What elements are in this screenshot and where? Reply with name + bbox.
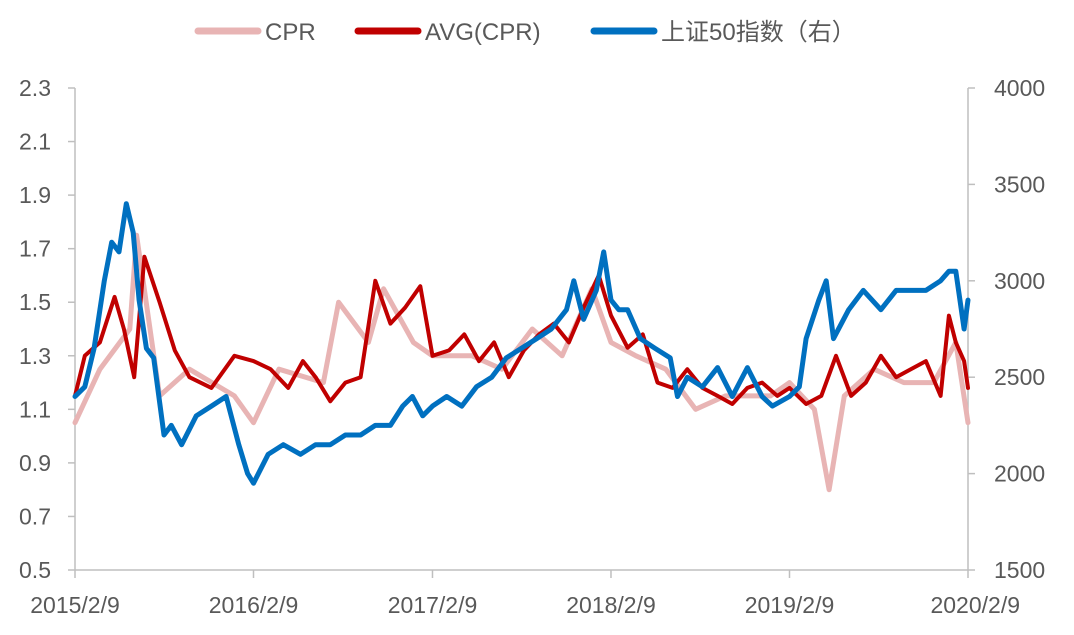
x-tick-label: 2016/2/9 <box>209 592 299 618</box>
legend-label: 上证50指数（右） <box>661 19 856 46</box>
x-tick-label: 2019/2/9 <box>745 592 835 618</box>
legend: CPR AVG(CPR) 上证50指数（右） <box>194 19 856 46</box>
axes: 0.5 0.7 0.9 1.1 1.3 1.5 1.7 1.9 2.1 2.3 1500 2000 25… <box>19 75 1045 618</box>
y-right-tick-label: 3500 <box>994 171 1045 197</box>
legend-label: AVG(CPR) <box>425 19 541 46</box>
y-left-tick-label: 1.5 <box>19 289 51 315</box>
y-left-tick-label: 1.1 <box>19 396 51 422</box>
y-left-tick-label: 2.1 <box>19 129 51 155</box>
y-left-tick-label: 1.3 <box>19 343 51 369</box>
series-line-3 <box>72 201 971 486</box>
y-left-tick-label: 1.7 <box>19 236 51 262</box>
y-right-tick-label: 2000 <box>994 461 1045 487</box>
y-left-tick-label: 0.5 <box>19 557 51 583</box>
y-right-tick-label: 3000 <box>994 268 1045 294</box>
x-tick-label: 2018/2/9 <box>566 592 656 618</box>
x-tick-label: 2017/2/9 <box>388 592 478 618</box>
y-right-tick-label: 1500 <box>994 557 1045 583</box>
y-right-tick-label: 2500 <box>994 364 1045 390</box>
y-left-tick-label: 0.9 <box>19 450 51 476</box>
y-left-tick-label: 0.7 <box>19 503 51 529</box>
series-line-1 <box>72 232 971 493</box>
y-right-tick-label: 4000 <box>994 75 1045 101</box>
y-left-tick-label: 2.3 <box>19 75 51 101</box>
legend-label: CPR <box>265 19 316 46</box>
x-tick-label: 2015/2/9 <box>30 592 120 618</box>
plot-area <box>72 201 971 493</box>
x-tick-label: 2020/2/9 <box>930 592 1020 618</box>
y-left-tick-label: 1.9 <box>19 182 51 208</box>
